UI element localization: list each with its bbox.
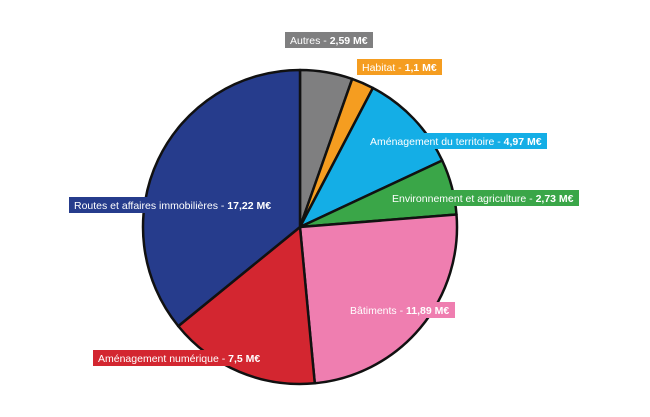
- pie-slices: [141, 68, 459, 386]
- slice-label-box: [357, 59, 442, 75]
- pie-slice-amenagement-numerique: [177, 225, 317, 386]
- slice-label-value: 1,1 M€: [405, 62, 437, 74]
- pie-slice-amenagement-du-territoire: [298, 86, 444, 229]
- slice-label-value: 2,73 M€: [536, 193, 574, 205]
- slice-label-box: [365, 133, 547, 149]
- slice-label-value: 4,97 M€: [504, 136, 542, 148]
- slice-label-amenagement-du-territoire: Aménagement du territoire - 4,97 M€: [365, 133, 547, 149]
- slice-label-autres: Autres - 2,59 M€: [285, 32, 373, 48]
- slice-label-name: Routes et affaires immobilières -: [74, 200, 227, 212]
- slice-label-text: Aménagement numérique - 7,5 M€: [98, 353, 260, 365]
- slice-label-text: Bâtiments - 11,89 M€: [350, 305, 449, 317]
- slice-label-text: Routes et affaires immobilières - 17,22 …: [74, 200, 271, 212]
- slice-label-name: Aménagement du territoire -: [370, 136, 504, 148]
- slice-label-value: 7,5 M€: [228, 353, 260, 365]
- slice-label-box: [345, 302, 455, 318]
- slice-label-name: Aménagement numérique -: [98, 353, 228, 365]
- slice-label-box: [93, 350, 266, 366]
- slice-label-value: 2,59 M€: [330, 35, 368, 47]
- slice-label-box: [69, 197, 277, 213]
- slice-label-text: Autres - 2,59 M€: [290, 35, 368, 47]
- slice-label-text: Environnement et agriculture - 2,73 M€: [392, 193, 574, 205]
- pie-slice-batiments: [298, 213, 459, 385]
- slice-label-name: Autres -: [290, 35, 330, 47]
- slice-label-name: Environnement et agriculture -: [392, 193, 536, 205]
- slice-label-text: Habitat - 1,1 M€: [362, 62, 437, 74]
- slice-label-routes-et-affaires-immobilieres: Routes et affaires immobilières - 17,22 …: [69, 197, 277, 213]
- slice-label-value: 17,22 M€: [227, 200, 271, 212]
- slice-label-environnement-et-agriculture: Environnement et agriculture - 2,73 M€: [387, 190, 579, 206]
- slice-labels: Autres - 2,59 M€ Habitat - 1,1 M€ Aménagem…: [69, 32, 579, 366]
- slice-label-batiments: Bâtiments - 11,89 M€: [345, 302, 455, 318]
- slice-label-name: Habitat -: [362, 62, 405, 74]
- slice-label-box: [387, 190, 579, 206]
- slice-label-text: Aménagement du territoire - 4,97 M€: [370, 136, 542, 148]
- slice-label-box: [285, 32, 373, 48]
- slice-label-habitat: Habitat - 1,1 M€: [357, 59, 442, 75]
- slice-label-name: Bâtiments -: [350, 305, 406, 317]
- slice-label-value: 11,89 M€: [406, 305, 449, 317]
- slice-label-amenagement-numerique: Aménagement numérique - 7,5 M€: [93, 350, 266, 366]
